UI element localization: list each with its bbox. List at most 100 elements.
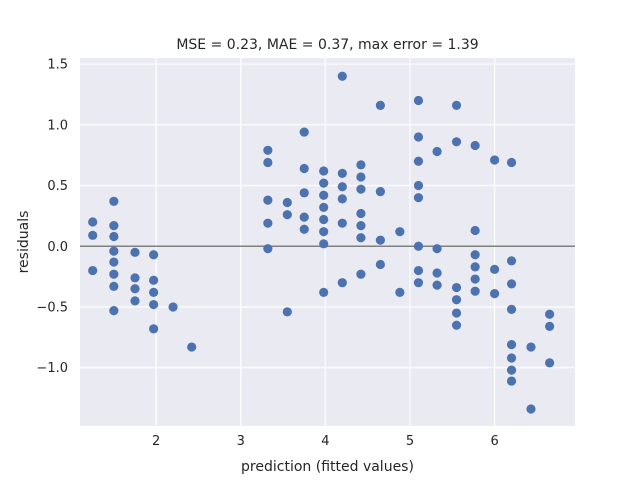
data-point: [375, 100, 385, 110]
data-point: [130, 296, 140, 306]
data-point: [88, 230, 98, 240]
data-point: [319, 190, 329, 200]
x-tick-label: 2: [152, 434, 160, 449]
data-point: [451, 137, 462, 147]
data-point: [282, 197, 292, 208]
data-point: [490, 155, 500, 165]
data-point: [109, 269, 119, 279]
data-point: [149, 275, 159, 285]
data-point: [451, 295, 462, 305]
y-tick-label: 1.5: [47, 58, 68, 73]
data-point: [413, 193, 424, 203]
data-point: [470, 262, 480, 272]
data-point: [149, 324, 159, 334]
data-point: [337, 168, 347, 178]
data-point: [187, 342, 197, 352]
data-point: [413, 95, 424, 106]
data-point: [432, 146, 442, 157]
data-point: [506, 256, 517, 266]
data-point: [263, 218, 273, 228]
data-point: [413, 132, 424, 142]
data-point: [356, 172, 366, 182]
data-point: [282, 210, 292, 220]
x-tick-label: 5: [406, 434, 414, 449]
y-tick-label: −0.5: [36, 300, 68, 315]
data-point: [356, 233, 366, 243]
data-point: [432, 244, 442, 254]
data-point: [319, 166, 329, 176]
data-point: [451, 320, 462, 330]
data-point: [470, 286, 480, 296]
data-point: [319, 202, 329, 212]
data-point: [506, 279, 517, 289]
data-point: [319, 239, 329, 249]
data-point: [356, 160, 366, 170]
data-point: [356, 184, 366, 194]
chart-title: MSE = 0.23, MAE = 0.37, max error = 1.39: [176, 37, 478, 53]
data-point: [545, 358, 555, 368]
data-point: [109, 221, 119, 231]
data-point: [356, 221, 366, 231]
data-point: [413, 156, 424, 166]
x-tick-label: 4: [321, 434, 329, 449]
data-point: [319, 287, 329, 298]
x-tick-label: 3: [237, 434, 245, 449]
data-point: [337, 278, 347, 288]
data-point: [109, 231, 119, 242]
data-point: [375, 235, 385, 245]
data-point: [451, 308, 462, 318]
x-tick-label: 6: [490, 434, 498, 449]
data-point: [432, 268, 442, 278]
data-point: [88, 217, 98, 227]
data-point: [490, 289, 500, 299]
data-point: [506, 340, 517, 350]
data-point: [130, 273, 140, 283]
data-point: [319, 214, 329, 225]
data-point: [263, 145, 273, 155]
data-point: [506, 304, 517, 315]
data-point: [413, 180, 424, 191]
data-point: [130, 247, 140, 257]
data-point: [149, 287, 159, 298]
data-point: [109, 281, 119, 291]
y-tick-label: 0.0: [47, 240, 68, 255]
data-points: [88, 71, 555, 414]
data-point: [375, 186, 385, 197]
data-point: [299, 188, 309, 198]
data-point: [88, 265, 98, 276]
data-point: [413, 278, 424, 288]
data-point: [545, 309, 555, 319]
data-point: [109, 306, 119, 316]
y-tick-labels: 1.5 1.0 0.5 0.0 −0.5 −1.0: [36, 58, 68, 377]
data-point: [470, 140, 480, 151]
data-point: [109, 246, 119, 256]
data-point: [413, 241, 424, 251]
data-point: [263, 244, 273, 254]
data-point: [337, 182, 347, 192]
x-tick-labels: 2 3 4 5 6: [152, 434, 499, 449]
data-point: [490, 264, 500, 274]
data-point: [470, 225, 480, 236]
data-point: [299, 224, 309, 234]
data-point: [356, 208, 366, 219]
data-point: [109, 257, 119, 267]
data-point: [319, 227, 329, 237]
y-tick-label: 0.5: [47, 179, 68, 194]
data-point: [319, 178, 329, 188]
data-point: [506, 365, 517, 375]
data-point: [299, 163, 309, 174]
data-point: [432, 280, 442, 290]
y-axis-label: residuals: [16, 211, 32, 274]
data-point: [545, 321, 555, 332]
data-point: [168, 302, 178, 312]
data-point: [282, 307, 292, 317]
data-point: [149, 250, 159, 260]
data-point: [395, 287, 405, 298]
data-point: [375, 259, 385, 270]
data-point: [526, 404, 536, 414]
data-point: [451, 100, 462, 110]
data-point: [109, 196, 119, 206]
data-point: [299, 212, 309, 222]
data-point: [130, 284, 140, 294]
